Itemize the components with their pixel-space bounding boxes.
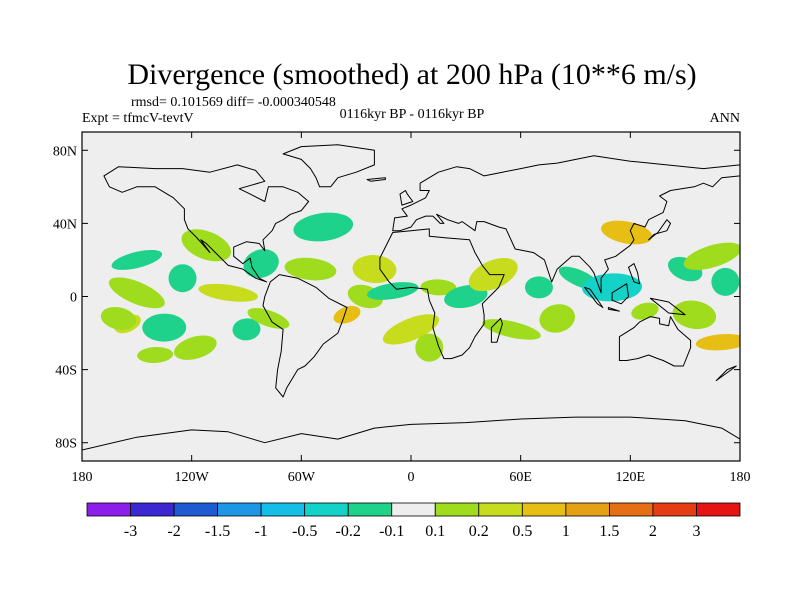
coastline-path — [628, 263, 640, 285]
period-label: 0116kyr BP - 0116kyr BP — [340, 107, 485, 122]
colorbar-swatch — [304, 502, 349, 517]
x-tick-label: 120W — [175, 470, 210, 485]
chart-title: Divergence (smoothed) at 200 hPa (10**6 … — [127, 58, 696, 91]
colorbar-swatch — [609, 502, 654, 517]
coastline-layer — [82, 144, 740, 461]
colorbar-label: 0.1 — [425, 523, 445, 540]
anomaly-cell — [198, 283, 258, 302]
colorbar-label: 1 — [562, 523, 570, 540]
colorbar-label: 1.5 — [599, 523, 619, 540]
x-tick-label: 120E — [616, 470, 646, 485]
colorbar-swatch — [86, 502, 131, 517]
expt-label: Expt = tfmcV-tevtV — [82, 111, 194, 126]
season-label: ANN — [710, 111, 740, 126]
colorbar-swatch — [565, 502, 610, 517]
colorbar-swatch — [696, 502, 741, 517]
anomaly-cell — [247, 308, 290, 329]
coastline-path — [366, 177, 386, 182]
colorbar-label: 3 — [692, 523, 700, 540]
colorbar-label: 0.2 — [469, 523, 489, 540]
anomaly-cell — [111, 249, 163, 270]
anomaly-cell — [524, 276, 553, 299]
colorbar-swatch — [434, 502, 480, 517]
colorbar-swatch — [478, 502, 523, 517]
coastline-path — [392, 155, 740, 294]
coastline-path — [282, 144, 375, 188]
anomaly-cell — [382, 314, 440, 345]
coastline-path — [82, 416, 740, 461]
anomaly-cell — [333, 305, 361, 324]
colorbar: -3 -2 -1.5 -1 -0.5 -0.2 -0.1 0.1 0.2 0.5 1 1.5 2 3 — [86, 502, 741, 540]
x-tick-label: 0 — [408, 470, 415, 485]
anomaly-cell — [243, 249, 279, 279]
anomaly-cell — [367, 282, 419, 300]
anomaly-cell — [444, 284, 488, 309]
anomaly-cell — [168, 264, 197, 293]
colorbar-swatch — [521, 502, 567, 517]
coastline-path — [611, 283, 629, 305]
x-tick-label: 180 — [730, 470, 751, 485]
anomaly-cell — [284, 257, 337, 281]
colorbar-label: 0.5 — [512, 523, 532, 540]
colorbar-label: 2 — [649, 523, 657, 540]
colorbar-swatch — [391, 502, 436, 517]
colorbar-label: -1 — [254, 523, 267, 540]
anomaly-cell — [108, 277, 165, 309]
anomaly-cell — [100, 307, 137, 330]
anomaly-cell — [695, 334, 740, 351]
coastline-path — [262, 274, 348, 398]
stats-label: rmsd= 0.101569 diff= -0.000340548 — [131, 95, 336, 110]
colorbar-label: -0.1 — [379, 523, 404, 540]
coastline-path — [715, 365, 737, 382]
colorbar-swatch — [652, 502, 697, 517]
coastline-path — [103, 164, 310, 283]
colorbar-label: -1.5 — [205, 523, 230, 540]
y-tick-label: 40S — [55, 364, 77, 379]
anomaly-cell — [631, 302, 659, 320]
colorbar-label: -3 — [124, 523, 137, 540]
anomaly-cell — [293, 212, 354, 242]
colorbar-label: -0.2 — [336, 523, 361, 540]
latitude-axis: 80N 40N 0 40S 80S — [53, 144, 740, 452]
coastline-path — [607, 307, 620, 312]
x-tick-label: 60E — [509, 470, 532, 485]
anomaly-cell — [539, 304, 576, 333]
colorbar-swatch — [347, 502, 393, 517]
y-tick-label: 0 — [70, 291, 77, 306]
anomaly-cell — [137, 346, 174, 364]
anomaly-cell — [173, 335, 217, 360]
anomaly-cell — [711, 267, 740, 296]
anomaly-cell — [482, 319, 541, 340]
colorbar-swatch — [130, 502, 175, 517]
x-tick-label: 60W — [288, 470, 316, 485]
anomaly-cell — [601, 220, 653, 245]
anomaly-cell — [415, 333, 444, 362]
colorbar-label: -0.5 — [292, 523, 317, 540]
coastline-path — [648, 219, 671, 241]
x-tick-label: 180 — [72, 470, 93, 485]
coastline-path — [399, 190, 414, 206]
coastline-path — [379, 228, 505, 360]
anomaly-cell — [232, 318, 261, 341]
anomaly-cell — [683, 242, 740, 270]
anomaly-cell — [142, 313, 187, 342]
colorbar-swatch — [260, 502, 306, 517]
coastline-path — [649, 297, 686, 316]
y-tick-label: 80N — [53, 144, 77, 159]
coastline-path — [490, 317, 503, 343]
coastline-path — [584, 286, 604, 308]
anomaly-cell — [672, 300, 717, 330]
anomaly-cell — [181, 229, 232, 262]
y-tick-label: 80S — [55, 437, 77, 452]
anomaly-cell — [420, 279, 457, 296]
longitude-axis: 180 120W 60W 0 60E 120E 180 — [72, 132, 751, 485]
coastline-path — [618, 316, 692, 367]
y-tick-label: 40N — [53, 217, 77, 232]
colorbar-swatch — [173, 502, 219, 517]
map-panel: 180 120W 60W 0 60E 120E 180 80N 40N 0 40S 80S — [53, 131, 751, 485]
colorbar-label: -2 — [167, 523, 180, 540]
map-background — [82, 132, 740, 461]
colorbar-swatch — [217, 502, 262, 517]
